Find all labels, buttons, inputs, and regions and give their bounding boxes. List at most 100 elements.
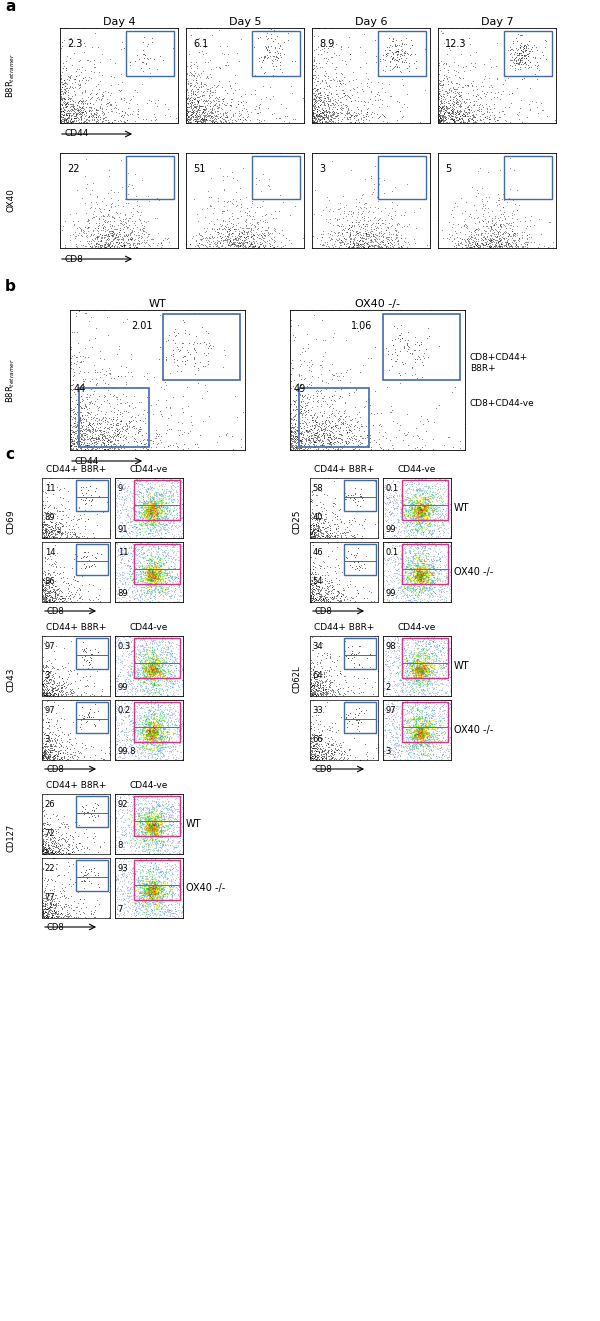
- Point: [407, 646, 416, 667]
- Point: [414, 720, 424, 741]
- Point: [170, 649, 180, 670]
- Point: [149, 557, 158, 579]
- Point: [150, 860, 160, 881]
- Point: [145, 478, 155, 499]
- Point: [424, 736, 434, 757]
- Point: [146, 894, 156, 915]
- Point: [347, 211, 357, 232]
- Point: [138, 856, 148, 877]
- Point: [45, 587, 55, 608]
- Point: [136, 497, 145, 518]
- Point: [286, 439, 296, 460]
- Point: [496, 214, 506, 235]
- Point: [119, 526, 129, 547]
- Point: [149, 822, 158, 843]
- Point: [296, 439, 305, 460]
- Point: [61, 79, 70, 100]
- Point: [154, 671, 163, 692]
- Point: [182, 78, 192, 99]
- Point: [439, 571, 448, 592]
- Point: [305, 526, 315, 547]
- Point: [382, 552, 392, 573]
- Point: [218, 90, 228, 111]
- Point: [105, 49, 115, 70]
- Point: [85, 235, 95, 256]
- Point: [413, 495, 423, 517]
- Point: [42, 841, 52, 863]
- Point: [157, 851, 167, 872]
- Point: [71, 423, 80, 444]
- Point: [400, 497, 409, 518]
- Point: [306, 419, 316, 440]
- Point: [167, 876, 176, 897]
- Point: [44, 523, 53, 544]
- Point: [133, 789, 143, 810]
- Point: [148, 495, 158, 517]
- Point: [415, 717, 424, 738]
- Point: [86, 431, 95, 452]
- Point: [416, 723, 425, 744]
- Point: [316, 556, 326, 577]
- Point: [387, 686, 397, 707]
- Point: [152, 824, 161, 845]
- Point: [141, 469, 151, 490]
- Point: [149, 721, 158, 742]
- Point: [164, 749, 174, 770]
- Point: [145, 816, 155, 838]
- Point: [148, 900, 157, 921]
- Point: [551, 73, 561, 94]
- Point: [523, 229, 532, 250]
- Point: [416, 651, 425, 672]
- Point: [291, 380, 301, 402]
- Point: [432, 737, 442, 758]
- Point: [408, 561, 418, 583]
- Point: [353, 110, 363, 131]
- Point: [140, 721, 149, 742]
- Point: [90, 864, 100, 885]
- Point: [412, 721, 422, 742]
- Point: [80, 838, 89, 859]
- Point: [52, 901, 61, 922]
- Point: [396, 564, 406, 585]
- Point: [289, 391, 299, 412]
- Point: [477, 198, 487, 219]
- Point: [418, 573, 428, 594]
- Point: [439, 104, 448, 125]
- Point: [416, 705, 425, 727]
- Point: [305, 433, 315, 454]
- Point: [420, 573, 430, 594]
- Point: [420, 715, 430, 736]
- Point: [143, 501, 152, 522]
- Point: [418, 565, 428, 587]
- Point: [417, 657, 427, 678]
- Point: [367, 213, 376, 234]
- Point: [50, 553, 60, 575]
- Point: [320, 386, 329, 407]
- Point: [442, 44, 452, 65]
- Point: [356, 486, 366, 507]
- Point: [353, 583, 362, 604]
- Point: [108, 427, 118, 448]
- Point: [132, 671, 142, 692]
- Point: [144, 565, 154, 587]
- Point: [149, 651, 159, 672]
- Point: [122, 217, 132, 238]
- Point: [167, 663, 176, 684]
- Point: [318, 432, 328, 453]
- Point: [197, 226, 206, 247]
- Point: [155, 696, 165, 717]
- Point: [116, 565, 125, 587]
- Point: [446, 592, 456, 613]
- Point: [49, 684, 59, 705]
- Point: [403, 720, 412, 741]
- Point: [293, 432, 303, 453]
- Point: [291, 436, 301, 457]
- Point: [418, 717, 428, 738]
- Point: [469, 94, 479, 115]
- Point: [118, 699, 127, 720]
- Point: [418, 509, 428, 530]
- Point: [153, 822, 163, 843]
- Point: [145, 815, 154, 836]
- Point: [322, 587, 332, 608]
- Point: [151, 876, 160, 897]
